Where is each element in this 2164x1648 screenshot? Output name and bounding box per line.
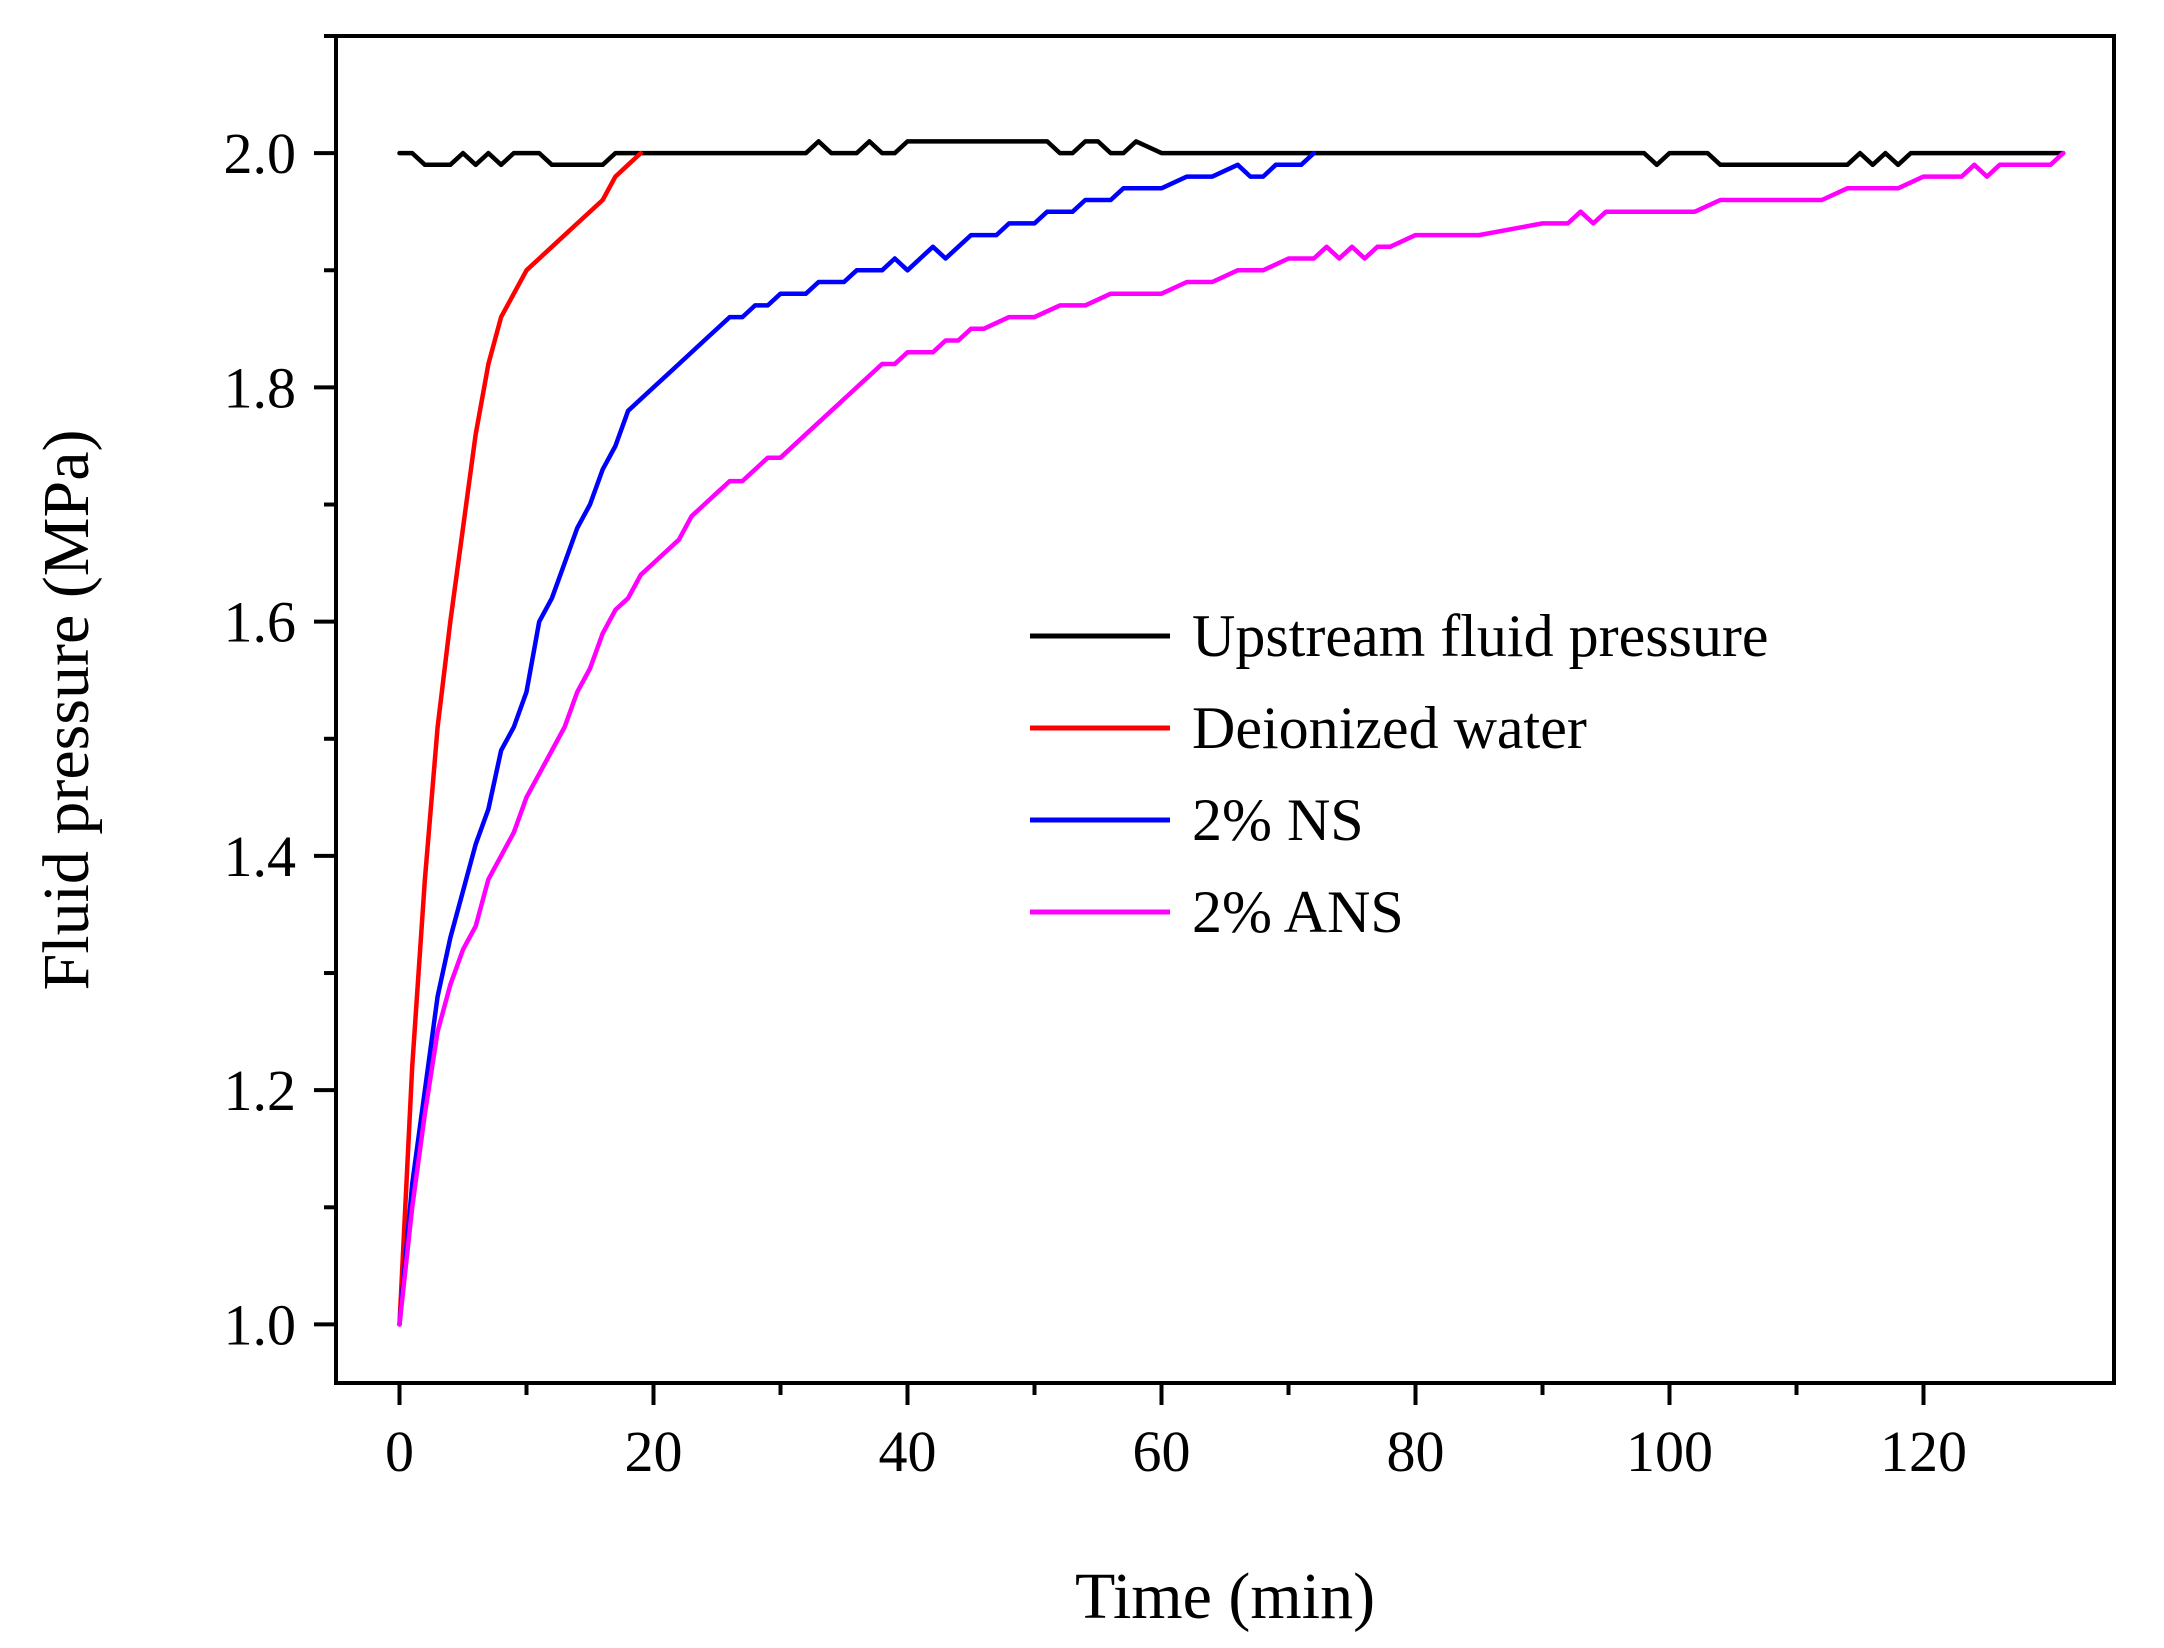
y-tick-label: 1.4 xyxy=(224,824,297,889)
x-tick-label: 120 xyxy=(1880,1419,1967,1484)
legend-label-2: 2% NS xyxy=(1192,787,1364,853)
legend-label-1: Deionized water xyxy=(1192,695,1587,761)
x-tick-label: 100 xyxy=(1626,1419,1713,1484)
plot-frame xyxy=(334,34,2116,1385)
x-tick-label: 60 xyxy=(1133,1419,1191,1484)
x-tick-label: 80 xyxy=(1387,1419,1445,1484)
y-axis-ticks: 1.0 1.2 1.4 1.6 1.8 2.0 xyxy=(224,34,336,1357)
x-axis-ticks: 0 20 40 60 80 100 120 xyxy=(385,1383,1967,1484)
x-tick-label: 0 xyxy=(385,1419,414,1484)
legend: Upstream fluid pressure Deionized water 2%… xyxy=(1030,603,1769,945)
x-tick-label: 40 xyxy=(879,1419,937,1484)
y-tick-label: 1.6 xyxy=(224,590,297,655)
y-tick-label: 2.0 xyxy=(224,121,297,186)
series-line-1 xyxy=(397,150,644,1327)
legend-label-0: Upstream fluid pressure xyxy=(1192,603,1769,669)
series-line-3 xyxy=(397,150,2066,1327)
series-line-2 xyxy=(397,150,1317,1327)
series-line-0 xyxy=(397,139,2066,168)
y-tick-label: 1.0 xyxy=(224,1292,297,1357)
legend-label-3: 2% ANS xyxy=(1192,879,1404,945)
series-lines xyxy=(397,139,2066,1327)
y-tick-label: 1.8 xyxy=(224,355,297,420)
y-tick-label: 1.2 xyxy=(224,1058,297,1123)
y-axis-title: Fluid pressure (MPa) xyxy=(30,430,103,991)
x-axis-title: Time (min) xyxy=(1075,1560,1375,1633)
x-tick-label: 20 xyxy=(625,1419,683,1484)
